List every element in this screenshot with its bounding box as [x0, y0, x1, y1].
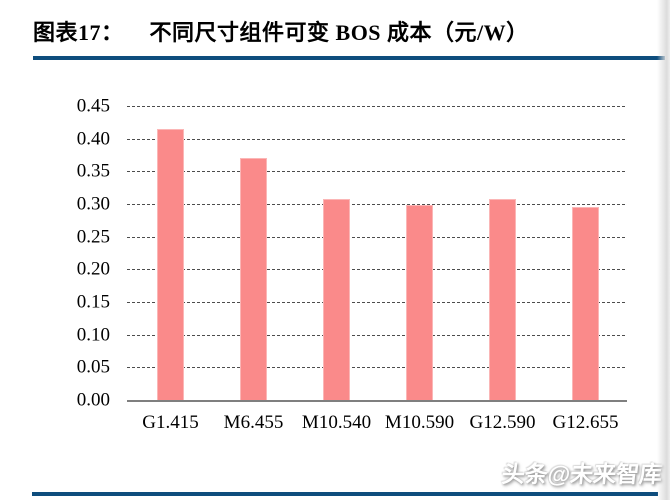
y-tick-label: 0.35	[76, 160, 110, 182]
gridline	[127, 269, 627, 271]
y-tick-label: 0.05	[76, 356, 110, 378]
chart-title: 不同尺寸组件可变 BOS 成本（元/W）	[149, 20, 529, 45]
y-tick-label: 0.45	[76, 95, 110, 117]
y-tick-label: 0.40	[76, 128, 110, 150]
bar	[489, 199, 516, 400]
header-divider-rule	[33, 56, 665, 60]
bar	[157, 128, 184, 400]
bar	[240, 158, 267, 400]
bar	[323, 199, 350, 400]
gridline	[127, 171, 627, 173]
gridline	[127, 236, 627, 238]
x-tick-label: G12.655	[552, 412, 619, 433]
figure-number-label: 图表17：	[33, 20, 124, 45]
page-edge-shadow	[657, 0, 670, 500]
y-tick-label: 0.25	[76, 226, 110, 248]
gridline	[127, 367, 627, 369]
chart-header: 图表17： 不同尺寸组件可变 BOS 成本（元/W）	[33, 15, 529, 47]
footer-divider-rule	[32, 492, 658, 496]
y-tick-label: 0.30	[76, 193, 110, 215]
gridline	[127, 204, 627, 205]
gridline	[127, 334, 627, 336]
y-tick-label: 0.15	[76, 291, 110, 313]
x-tick-label: M10.590	[384, 412, 455, 433]
bar	[406, 205, 433, 400]
x-tick-label: G1.415	[142, 412, 199, 433]
x-tick-label: G12.590	[469, 412, 536, 433]
gridline	[127, 302, 627, 303]
y-tick-label: 0.10	[76, 324, 110, 346]
bar	[572, 207, 599, 400]
y-tick-label: 0.20	[76, 258, 110, 280]
gridline	[127, 138, 627, 140]
x-axis: G1.415 M6.455 M10.540 M10.590 G12.590 G12.655	[127, 412, 627, 439]
plot-area	[127, 106, 627, 402]
watermark: 头条@未来智库	[499, 461, 664, 487]
x-tick-label: M10.540	[301, 412, 372, 433]
y-axis: 0.45 0.40 0.35 0.30 0.25 0.20 0.15 0.10 0.05 0.00	[0, 97, 110, 410]
gridline	[127, 106, 627, 107]
y-tick-label: 0.00	[76, 389, 110, 411]
x-tick-label: M6.455	[223, 412, 284, 433]
